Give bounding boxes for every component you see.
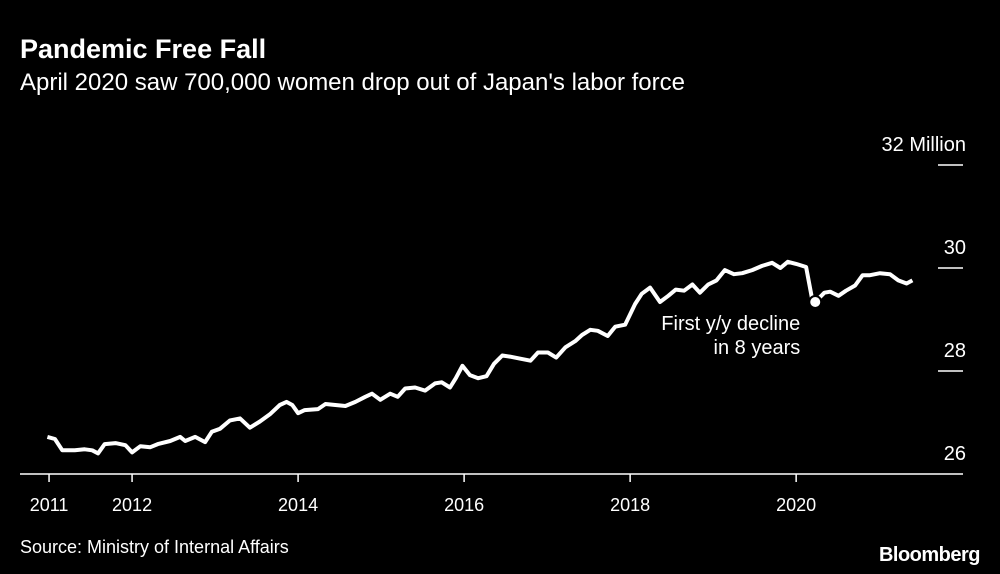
source: Source: Ministry of Internal Affairs bbox=[20, 537, 289, 557]
annotation: First y/y decline bbox=[661, 313, 800, 335]
x-tick-label: 2011 bbox=[30, 495, 69, 515]
chart-title: Pandemic Free Fall bbox=[20, 34, 266, 64]
y-tick-label: 32 Million bbox=[882, 134, 966, 156]
x-tick-label: 2018 bbox=[610, 495, 650, 515]
x-tick-label: 2020 bbox=[776, 495, 816, 515]
y-tick-label: 26 bbox=[944, 443, 966, 465]
annotation: in 8 years bbox=[714, 337, 801, 359]
x-tick-label: 2014 bbox=[278, 495, 318, 515]
x-tick-label: 2012 bbox=[112, 495, 152, 515]
annotation-point bbox=[808, 294, 823, 309]
y-tick-label: 28 bbox=[944, 340, 966, 362]
brand: Bloomberg bbox=[879, 544, 980, 566]
x-tick-label: 2016 bbox=[444, 495, 484, 515]
line bbox=[46, 259, 914, 456]
y-tick-label: 30 bbox=[944, 237, 966, 259]
chart-subtitle: April 2020 saw 700,000 women drop out of… bbox=[20, 69, 685, 96]
